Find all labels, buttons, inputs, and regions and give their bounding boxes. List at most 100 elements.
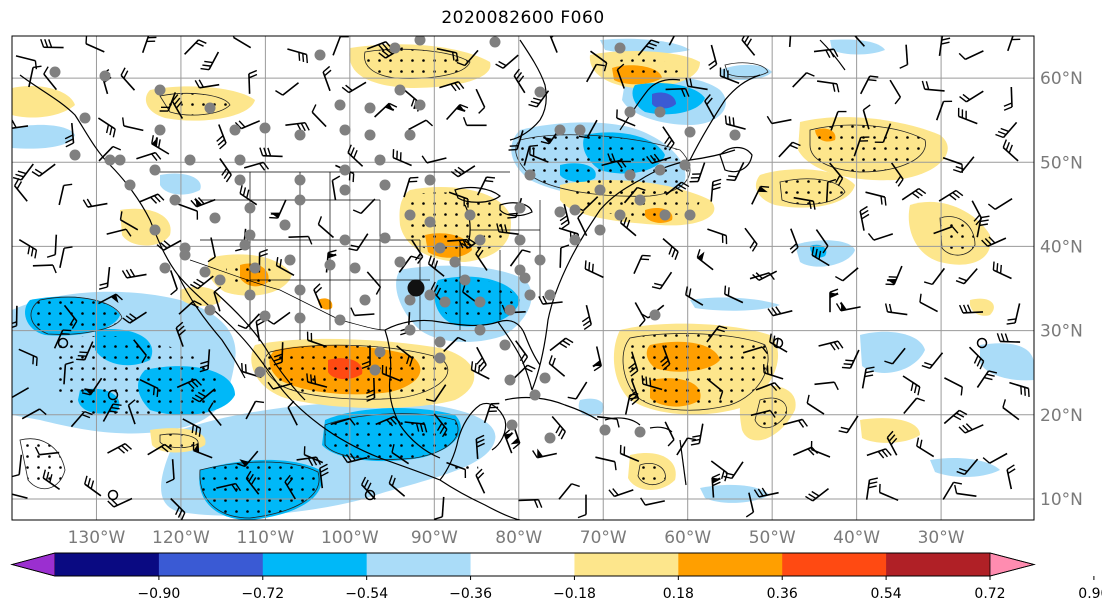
wind-barb (548, 355, 566, 377)
station-dot (524, 289, 536, 301)
wind-barb (676, 437, 697, 456)
wind-barb (532, 448, 557, 459)
station-dot (534, 254, 546, 266)
station-dot (449, 256, 461, 268)
wind-barb (76, 341, 94, 361)
wind-barb (755, 381, 781, 392)
wind-barb (634, 302, 646, 327)
colorbar-tick-label: 0.90 (1078, 586, 1102, 602)
wind-barb (719, 67, 740, 84)
wind-barb (119, 211, 139, 231)
station-dot (404, 324, 416, 336)
wind-barb (878, 483, 899, 502)
longitude-tick-label: 110°W (237, 528, 295, 548)
wind-barb (595, 456, 617, 471)
wind-barb (859, 205, 870, 231)
wind-barb (381, 364, 402, 382)
station-dot (79, 112, 91, 124)
wind-barb (814, 381, 839, 391)
longitude-tick-label: 60°W (664, 528, 711, 548)
colorbar-segment (262, 553, 368, 576)
wind-barb (581, 305, 593, 331)
wind-barb (287, 400, 298, 426)
wind-barb (981, 236, 1007, 247)
wind-barb (176, 378, 202, 390)
latitude-tick-label: 40°N (1040, 237, 1083, 257)
station-dot (114, 154, 126, 166)
wind-barb (987, 198, 1013, 210)
station-dot (654, 164, 666, 176)
wind-barb (968, 346, 985, 370)
wind-barb (98, 145, 122, 162)
wind-barb (706, 325, 728, 343)
wind-barb (436, 47, 459, 62)
wind-barb (182, 418, 202, 437)
station-dot (594, 224, 606, 236)
wind-barb (751, 185, 770, 205)
longitude-tick-label: 130°W (68, 528, 126, 548)
wind-barb (127, 399, 136, 425)
station-dot (404, 294, 416, 306)
station-dot (474, 324, 486, 336)
wind-barb (813, 48, 839, 59)
wind-barb (1007, 36, 1022, 52)
wind-barb (107, 443, 133, 454)
wind-barb (426, 384, 447, 402)
wind-barb (623, 186, 646, 204)
wind-barb (597, 415, 620, 428)
wind-barb (404, 421, 428, 433)
wind-barb (219, 158, 232, 183)
calm-wind-marker (976, 337, 988, 349)
colorbar-segment (886, 553, 991, 576)
station-dot (159, 262, 171, 274)
station-dot (349, 262, 361, 274)
wind-barb (806, 394, 825, 415)
wind-barb (865, 477, 878, 500)
wind-barb (475, 468, 486, 494)
station-dot (684, 126, 696, 138)
wind-barb (269, 199, 287, 219)
station-dot (379, 179, 391, 191)
station-dot (569, 234, 581, 246)
wind-barb (976, 215, 990, 238)
wind-barb (245, 400, 265, 420)
wind-barb (938, 189, 964, 202)
wind-barb (216, 482, 242, 493)
wind-barb (18, 348, 38, 367)
wind-barb (475, 246, 488, 271)
station-dot (69, 149, 81, 161)
colorbar-segment (574, 553, 679, 576)
station-dot (234, 174, 246, 186)
station-dot (554, 206, 566, 218)
wind-barb (350, 307, 375, 317)
wind-barb (778, 141, 801, 158)
station-dot (294, 284, 306, 296)
wind-barb (70, 410, 93, 428)
station-dot (244, 289, 256, 301)
wind-barb (85, 36, 105, 53)
station-dot (334, 314, 346, 326)
wind-barb (767, 306, 793, 317)
wind-barb (184, 39, 207, 55)
wind-barb (446, 461, 467, 478)
longitude-tick-label: 40°W (833, 528, 880, 548)
wind-barb (865, 191, 887, 206)
colorbar-tick-label: 0.54 (871, 586, 902, 602)
wind-barb (956, 458, 979, 476)
station-dot (244, 229, 256, 241)
colorbar-tick-label: 0.18 (663, 586, 694, 602)
wind-barb (753, 487, 779, 498)
wind-barb (411, 239, 424, 264)
wind-barb (792, 72, 815, 88)
station-dot (314, 49, 326, 61)
wind-barb (744, 227, 758, 252)
station-dot (294, 129, 306, 141)
wind-barb (689, 162, 706, 183)
wind-barb (523, 144, 539, 166)
wind-barb (512, 364, 536, 380)
wind-barb (685, 77, 708, 91)
wind-barb (396, 345, 414, 367)
colorbar-segment (782, 553, 887, 576)
latitude-tick-label: 60°N (1040, 69, 1083, 89)
station-dot (364, 102, 376, 114)
